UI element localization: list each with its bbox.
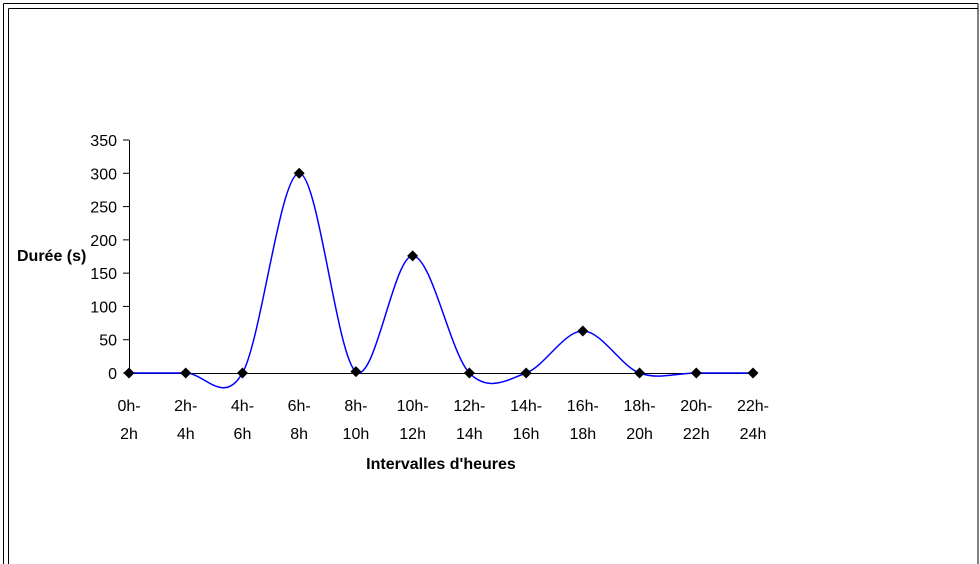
plot-area: 0 50 100 150 200 250 300 350 0h- 2h 2h- 4h 4h- 6h 6h-… bbox=[90, 133, 769, 443]
x-tick-label: 0h- 2h bbox=[117, 398, 140, 443]
y-tick-label: 350 bbox=[90, 133, 117, 150]
data-point-marker bbox=[236, 367, 248, 379]
x-tick-label: 2h- 4h bbox=[174, 398, 197, 443]
x-tick-label: 10h- 12h bbox=[397, 398, 429, 443]
y-tick-label: 100 bbox=[90, 299, 117, 316]
y-tick-label: 200 bbox=[90, 233, 117, 250]
x-tick-label: 20h- 22h bbox=[680, 398, 712, 443]
x-tick-label-line: 4h bbox=[177, 426, 195, 443]
y-tick-label: 250 bbox=[90, 200, 117, 217]
x-tick-label-line: 20h- bbox=[680, 398, 712, 415]
x-tick-label-line: 16h- bbox=[567, 398, 599, 415]
x-tick-label-line: 22h bbox=[683, 426, 710, 443]
x-tick-label-line: 4h- bbox=[231, 398, 254, 415]
x-tick-label-line: 18h bbox=[569, 426, 596, 443]
x-tick-label-line: 16h bbox=[513, 426, 540, 443]
y-axis-title: Durée (s) bbox=[17, 248, 86, 265]
data-point-marker bbox=[690, 367, 702, 379]
x-tick-label-line: 14h- bbox=[510, 398, 542, 415]
x-tick-label-line: 2h- bbox=[174, 398, 197, 415]
data-point-marker bbox=[577, 325, 589, 337]
data-point-marker bbox=[520, 367, 532, 379]
data-point-marker bbox=[293, 167, 305, 179]
data-point-marker bbox=[634, 367, 646, 379]
x-tick-label-line: 2h bbox=[120, 426, 138, 443]
x-tick-label-line: 22h- bbox=[737, 398, 769, 415]
x-tick-label: 22h- 24h bbox=[737, 398, 769, 443]
x-tick-label-line: 10h- bbox=[397, 398, 429, 415]
data-point-marker bbox=[350, 366, 362, 378]
x-tick-label-line: 24h bbox=[740, 426, 767, 443]
data-point-marker bbox=[123, 367, 135, 379]
marker-layer bbox=[123, 167, 759, 379]
chart-border bbox=[3, 3, 979, 564]
x-tick-label-line: 10h bbox=[343, 426, 370, 443]
x-axis-title: Intervalles d'heures bbox=[366, 456, 516, 473]
x-tick-label-line: 12h- bbox=[453, 398, 485, 415]
x-tick-label: 18h- 20h bbox=[624, 398, 656, 443]
y-tick-label: 300 bbox=[90, 166, 117, 183]
x-tick-label: 6h- 8h bbox=[288, 398, 311, 443]
data-point-marker bbox=[407, 250, 419, 262]
series-line bbox=[129, 172, 753, 389]
x-axis: 0h- 2h 2h- 4h 4h- 6h 6h- 8h 8h- 10h 10h- 12h 12h- 14h… bbox=[117, 373, 769, 443]
data-point-marker bbox=[747, 367, 759, 379]
x-tick-label-line: 6h bbox=[234, 426, 252, 443]
y-tick-label: 0 bbox=[108, 366, 117, 383]
x-tick-label: 4h- 6h bbox=[231, 398, 254, 443]
x-tick-label-line: 18h- bbox=[624, 398, 656, 415]
x-tick-label-line: 20h bbox=[626, 426, 653, 443]
data-point-marker bbox=[180, 367, 192, 379]
x-tick-label: 14h- 16h bbox=[510, 398, 542, 443]
x-tick-label-line: 0h- bbox=[117, 398, 140, 415]
x-tick-label-line: 14h bbox=[456, 426, 483, 443]
x-tick-label-line: 8h- bbox=[344, 398, 367, 415]
y-tick-label: 150 bbox=[90, 266, 117, 283]
x-tick-label: 12h- 14h bbox=[453, 398, 485, 443]
data-point-marker bbox=[463, 367, 475, 379]
x-tick-label-line: 6h- bbox=[288, 398, 311, 415]
y-axis: 0 50 100 150 200 250 300 350 bbox=[90, 133, 130, 383]
y-tick-label: 50 bbox=[99, 333, 117, 350]
x-tick-label-line: 12h bbox=[399, 426, 426, 443]
x-tick-label-line: 8h bbox=[290, 426, 308, 443]
series-layer bbox=[129, 172, 753, 389]
x-tick-label: 8h- 10h bbox=[343, 398, 370, 443]
x-tick-label: 16h- 18h bbox=[567, 398, 599, 443]
